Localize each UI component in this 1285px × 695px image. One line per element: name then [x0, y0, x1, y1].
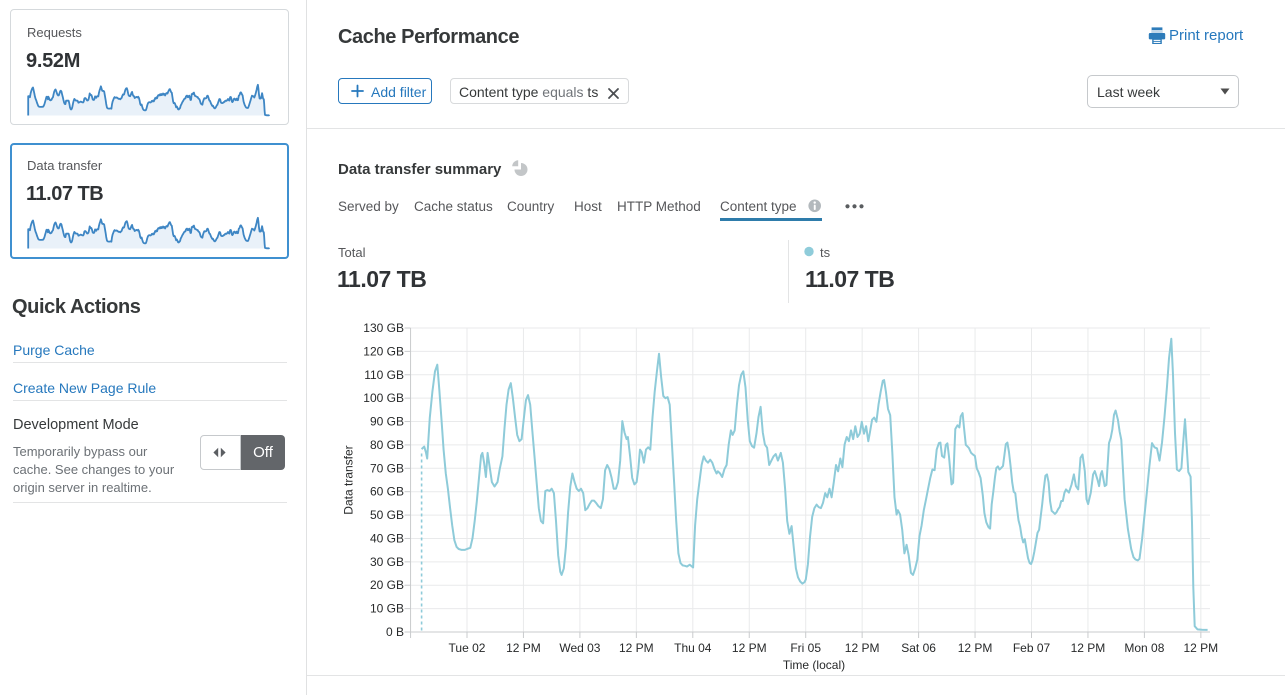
svg-text:12 PM: 12 PM [619, 641, 654, 655]
svg-text:Tue 02: Tue 02 [449, 641, 486, 655]
svg-text:20 GB: 20 GB [370, 578, 404, 592]
svg-text:60 GB: 60 GB [370, 485, 404, 499]
svg-text:Thu 04: Thu 04 [674, 641, 712, 655]
svg-text:12 PM: 12 PM [1184, 641, 1219, 655]
svg-text:Feb 07: Feb 07 [1013, 641, 1051, 655]
svg-text:12 PM: 12 PM [506, 641, 541, 655]
svg-text:80 GB: 80 GB [370, 438, 404, 452]
svg-text:12 PM: 12 PM [845, 641, 880, 655]
svg-text:Fri 05: Fri 05 [790, 641, 821, 655]
svg-text:100 GB: 100 GB [363, 391, 404, 405]
svg-text:Wed 03: Wed 03 [559, 641, 600, 655]
svg-text:90 GB: 90 GB [370, 415, 404, 429]
svg-text:110 GB: 110 GB [364, 368, 404, 382]
svg-text:12 PM: 12 PM [732, 641, 767, 655]
svg-text:10 GB: 10 GB [370, 602, 404, 616]
svg-text:30 GB: 30 GB [370, 555, 404, 569]
svg-text:40 GB: 40 GB [370, 532, 404, 546]
svg-text:120 GB: 120 GB [363, 344, 404, 358]
svg-text:130 GB: 130 GB [363, 321, 404, 335]
svg-text:Time (local): Time (local) [783, 658, 845, 672]
svg-text:70 GB: 70 GB [370, 461, 404, 475]
svg-text:Data transfer: Data transfer [342, 445, 356, 514]
svg-text:Sat 06: Sat 06 [901, 641, 936, 655]
svg-text:50 GB: 50 GB [370, 508, 404, 522]
svg-text:12 PM: 12 PM [958, 641, 993, 655]
svg-text:Mon 08: Mon 08 [1124, 641, 1164, 655]
svg-text:0 B: 0 B [386, 625, 404, 639]
svg-text:12 PM: 12 PM [1071, 641, 1106, 655]
